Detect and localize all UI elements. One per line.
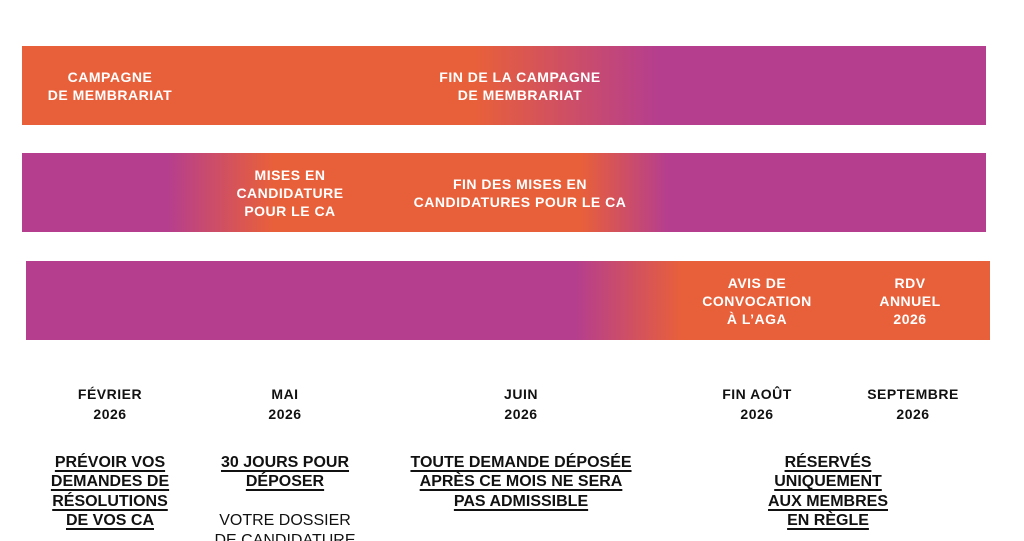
milestone-year: 2026 xyxy=(93,406,127,422)
bar-label-avis-convocation: AVIS DE CONVOCATION À L’AGA xyxy=(702,274,812,327)
note-dossier-candidature: 30 JOURS POUR DÉPOSER VOTRE DOSSIER DE C… xyxy=(214,433,355,541)
milestone-month: FIN AOÛT xyxy=(722,386,792,402)
bar-label-campagne: CAMPAGNE DE MEMBRARIAT xyxy=(47,68,173,103)
milestone-year: 2026 xyxy=(896,406,930,422)
milestone-fevrier: FÉVRIER 2026 xyxy=(78,384,142,424)
note-emphasized-text: PRÉVOIR VOS DEMANDES DE RÉSOLUTIONS DE V… xyxy=(50,453,170,530)
milestone-month: FÉVRIER xyxy=(77,386,143,402)
note-membres-en-regle: RÉSERVÉS UNIQUEMENT AUX MEMBRES EN RÈGLE xyxy=(768,433,888,541)
milestone-year: 2026 xyxy=(504,406,538,422)
milestone-fin-aout: FIN AOÛT 2026 xyxy=(722,384,792,424)
bar-label-fin-campagne: FIN DE LA CAMPAGNE DE MEMBRARIAT xyxy=(439,68,601,103)
note-emphasized-text: TOUTE DEMANDE DÉPOSÉE APRÈS CE MOIS NE S… xyxy=(410,453,632,510)
milestone-juin: JUIN 2026 xyxy=(504,384,538,424)
timeline-bar-campagne-membrariat: CAMPAGNE DE MEMBRARIAT FIN DE LA CAMPAGN… xyxy=(22,46,986,125)
bar-label-fin-candidatures: FIN DES MISES EN CANDIDATURES POUR LE CA xyxy=(413,175,627,210)
milestone-month: JUIN xyxy=(504,386,538,402)
milestone-year: 2026 xyxy=(740,406,774,422)
note-admissibilite: TOUTE DEMANDE DÉPOSÉE APRÈS CE MOIS NE S… xyxy=(410,433,631,541)
note-plain-text: VOTRE DOSSIER DE CANDIDATURE xyxy=(214,512,356,541)
note-resolutions-ca: PRÉVOIR VOS DEMANDES DE RÉSOLUTIONS DE V… xyxy=(51,433,169,541)
note-emphasized-text: RÉSERVÉS UNIQUEMENT AUX MEMBRES EN RÈGLE xyxy=(767,453,889,530)
note-emphasized-text: 30 JOURS POUR DÉPOSER xyxy=(220,453,350,491)
bar-label-rdv-annuel: RDV ANNUEL 2026 xyxy=(879,274,941,327)
milestone-month: SEPTEMBRE xyxy=(867,386,959,402)
milestone-mai: MAI 2026 xyxy=(268,384,301,424)
milestone-year: 2026 xyxy=(268,406,302,422)
timeline-bar-candidatures-ca: MISES EN CANDIDATURE POUR LE CA FIN DES … xyxy=(22,153,986,232)
milestone-septembre: SEPTEMBRE 2026 xyxy=(867,384,959,424)
milestone-month: MAI xyxy=(271,386,299,402)
timeline-bar-aga: AVIS DE CONVOCATION À L’AGA RDV ANNUEL 2… xyxy=(26,261,990,340)
bar-label-mises-en-candidature: MISES EN CANDIDATURE POUR LE CA xyxy=(236,166,344,219)
